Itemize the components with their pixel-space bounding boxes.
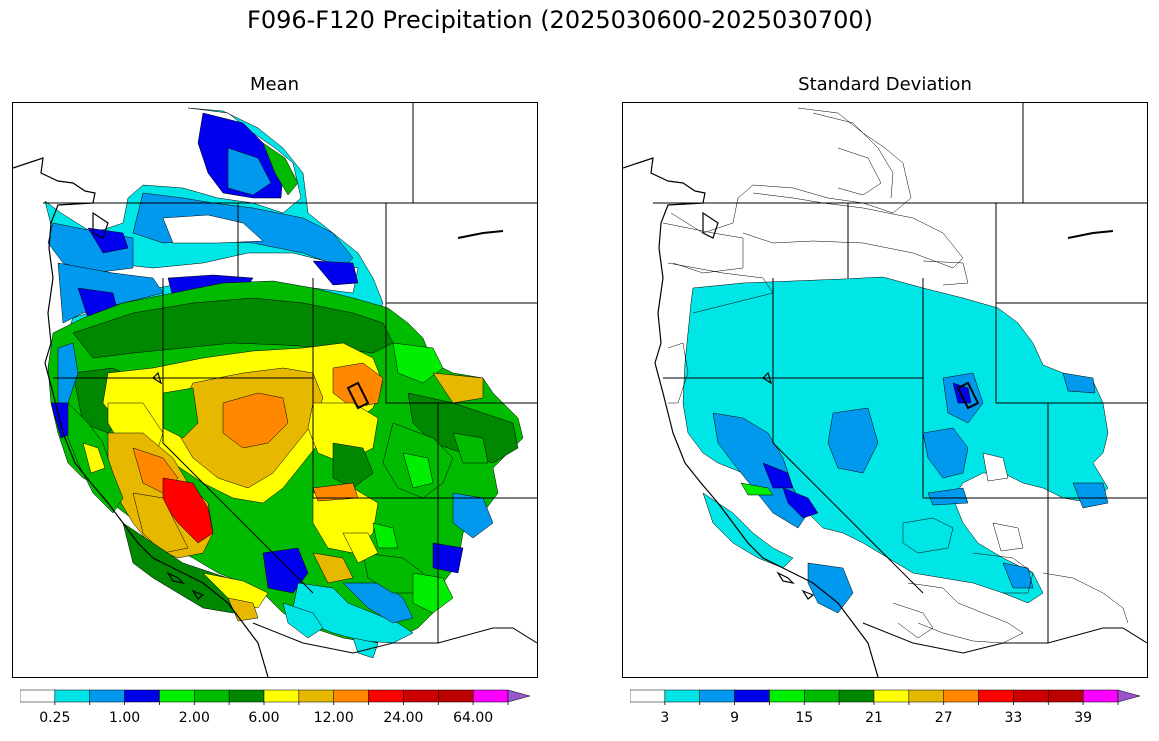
colorbar-segment bbox=[263, 689, 300, 703]
colorbar-tick-label: 1.00 bbox=[108, 710, 141, 726]
colorbar-segment bbox=[1082, 689, 1119, 703]
colorbar-segment bbox=[89, 689, 125, 703]
stddev-boundaries bbox=[653, 103, 1147, 654]
colorbar-tick-label: 12.00 bbox=[313, 710, 354, 726]
colorbar-segment bbox=[298, 689, 334, 703]
colorbar-tick-label: 33 bbox=[1004, 710, 1023, 726]
colorbar-segment bbox=[228, 689, 265, 703]
colorbar-segment bbox=[124, 689, 160, 703]
colorbar-segment bbox=[159, 689, 195, 703]
mean-boundaries bbox=[43, 103, 537, 654]
colorbar-segment bbox=[54, 689, 90, 703]
colorbar-segment bbox=[368, 689, 404, 703]
colorbar-segment bbox=[1048, 689, 1084, 703]
colorbar-segment bbox=[804, 689, 840, 703]
mean-basin-fills bbox=[44, 107, 524, 659]
colorbar-tick-label: 21 bbox=[865, 710, 883, 726]
stddev-coastline bbox=[623, 157, 980, 677]
colorbar-tick-label: 0.25 bbox=[39, 710, 71, 726]
colorbar-segment bbox=[403, 689, 439, 703]
colorbar-segment bbox=[699, 689, 735, 703]
colorbar-tick-label: 6.00 bbox=[248, 710, 280, 726]
colorbar-segment bbox=[734, 689, 770, 703]
colorbar-extend-arrow bbox=[507, 689, 531, 703]
colorbar-segment bbox=[438, 689, 474, 703]
colorbar-segment bbox=[873, 689, 910, 703]
colorbar-segment bbox=[1013, 689, 1049, 703]
colorbar-tick-label: 27 bbox=[934, 710, 953, 726]
colorbar-tick-label: 64.00 bbox=[453, 710, 494, 726]
colorbar-stddev-labels: 3 9 15 21 27 33 39 bbox=[630, 710, 1142, 730]
map-mean bbox=[12, 102, 538, 678]
colorbar-segment bbox=[769, 689, 805, 703]
colorbar-segment bbox=[908, 689, 944, 703]
colorbar-segment bbox=[664, 689, 700, 703]
colorbar-tick-label: 39 bbox=[1074, 710, 1093, 726]
panel-title-mean: Mean bbox=[249, 74, 300, 95]
colorbar-segment bbox=[943, 689, 979, 703]
panel-title-stddev: Standard Deviation bbox=[798, 74, 972, 95]
colorbar-segment bbox=[838, 689, 875, 703]
colorbar-segment bbox=[194, 689, 230, 703]
colorbar-mean-labels: 0.25 1.00 2.00 6.00 12.00 24.00 64.00 bbox=[20, 710, 532, 730]
colorbar-tick-label: 24.00 bbox=[383, 710, 424, 726]
colorbar-segment bbox=[472, 689, 509, 703]
colorbar-segment bbox=[629, 689, 666, 703]
colorbar-tick-label: 15 bbox=[795, 710, 814, 726]
colorbar-tick-label: 9 bbox=[730, 710, 740, 726]
mean-coastline bbox=[13, 157, 370, 677]
colorbar-tick-label: 3 bbox=[660, 710, 670, 726]
colorbar-segment bbox=[19, 689, 56, 703]
colorbar-extend-arrow bbox=[1117, 689, 1141, 703]
figure-title: F096-F120 Precipitation (2025030600-2025… bbox=[247, 6, 873, 34]
colorbar-tick-label: 2.00 bbox=[178, 710, 210, 726]
colorbar-segment bbox=[333, 689, 369, 703]
colorbar-stddev bbox=[629, 689, 1142, 709]
stddev-basin-fills bbox=[682, 276, 1109, 614]
map-stddev bbox=[622, 102, 1148, 678]
colorbar-mean bbox=[19, 689, 532, 709]
colorbar-segment bbox=[978, 689, 1014, 703]
